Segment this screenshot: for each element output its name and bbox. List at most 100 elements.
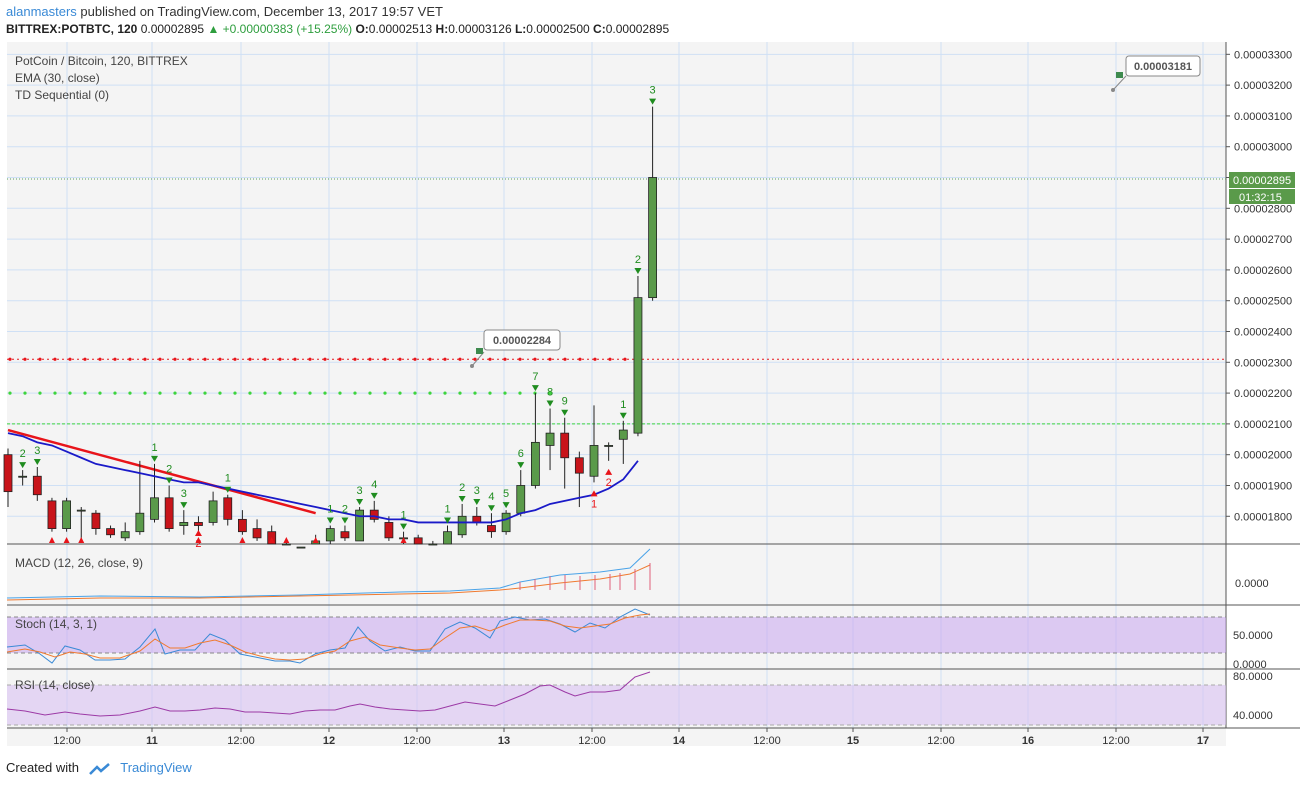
last-price-tag-label: 0.00002895	[1233, 175, 1291, 187]
time-axis[interactable]: 12:00 11 12:00 12 12:00 13 12:00 14 12:00 15 12:00…	[53, 728, 1209, 747]
candle-body	[648, 177, 657, 299]
td-setup-marker	[78, 537, 85, 543]
td-count-label: 2	[606, 477, 612, 489]
rsi-legend: RSI (14, close)	[15, 678, 94, 692]
tradingview-link[interactable]: TradingView	[120, 760, 192, 775]
pane-separators	[7, 42, 1300, 729]
rsi-band	[7, 685, 1226, 725]
candle-body	[618, 429, 628, 440]
level-dot	[488, 357, 492, 361]
level-dot	[548, 391, 552, 395]
td-setup-marker	[400, 537, 407, 543]
td-buy-arrow	[194, 530, 202, 536]
candle	[384, 516, 394, 541]
candle-body	[604, 445, 614, 447]
td-sell-arrow	[151, 455, 158, 462]
time-tick-label: 17	[1197, 735, 1209, 747]
td-count-label: 1	[225, 473, 231, 485]
candle	[296, 546, 306, 549]
candle-body	[223, 497, 233, 520]
level-dot	[428, 391, 432, 395]
macd-histogram	[519, 563, 651, 590]
close-label: C:	[593, 22, 606, 36]
flag-annotation-1[interactable]: 0.00002284	[470, 329, 561, 368]
level-dot	[143, 391, 147, 395]
symbol-bar: BITTREX:POTBTC, 120 0.00002895 ▲ +0.0000…	[6, 22, 669, 36]
flag-2-label: 0.00003181	[1134, 61, 1192, 73]
flag-annotation-2[interactable]: 0.00003181	[1111, 55, 1201, 92]
td-sell-arrow	[341, 517, 349, 524]
level-dot	[248, 357, 252, 361]
td-sell-arrow	[517, 462, 525, 469]
td-count-label: 1	[591, 498, 597, 510]
candle-body	[589, 445, 599, 477]
price-tick-label: 0.00002600	[1234, 265, 1292, 277]
candle	[76, 507, 86, 541]
trendline-segment	[7, 428, 316, 515]
td-count-label: 2	[459, 482, 465, 494]
td-count-label: 1	[151, 442, 157, 454]
td-setup-marker	[268, 537, 275, 543]
candle-body	[413, 537, 423, 545]
level-dot	[383, 357, 387, 361]
candle-body	[574, 457, 584, 474]
high-label: H:	[435, 22, 449, 36]
candle-body	[208, 500, 218, 523]
td-setup-marker	[48, 537, 55, 543]
td-sell-arrow	[400, 523, 408, 530]
level-dot	[368, 357, 372, 361]
level-dot	[293, 391, 297, 395]
level-dot	[188, 391, 192, 395]
candle	[120, 522, 130, 541]
level-dot	[473, 391, 477, 395]
level-dot	[323, 391, 327, 395]
price-change: ▲ +0.00000383 (+15.25%)	[207, 22, 353, 36]
candle-body	[501, 512, 511, 533]
level-dot	[113, 391, 117, 395]
candle	[618, 420, 628, 464]
price-axis[interactable]: 0.00003300 0.00003200 0.00003100 0.00003000…	[1226, 49, 1292, 523]
candle-body	[47, 500, 57, 530]
level-dot	[173, 391, 177, 395]
level-dot	[398, 357, 402, 361]
candle	[545, 408, 555, 471]
trendline[interactable]	[7, 428, 316, 515]
stoch-k-line	[6, 608, 651, 664]
td-count-label: 3	[34, 445, 40, 457]
price-tick-label: 0.00002100	[1234, 419, 1292, 431]
candle	[443, 525, 452, 545]
td-sell-arrow	[356, 499, 364, 506]
tradingview-logo-icon	[88, 762, 110, 775]
rsi-axis-tick: 40.0000	[1233, 710, 1273, 722]
candle-body	[91, 512, 101, 530]
time-tick-label: 12:00	[53, 735, 81, 747]
macd-axis-tick: 0.0000	[1235, 578, 1269, 590]
time-tick-label: 12	[323, 735, 335, 747]
candle	[32, 467, 42, 501]
td-sell-arrow	[19, 462, 27, 469]
stoch-legend: Stoch (14, 3, 1)	[15, 617, 97, 631]
close-value: 0.00002895	[605, 22, 670, 36]
last-price-tag-box	[1229, 172, 1295, 188]
level-dot	[563, 357, 567, 361]
candle	[633, 276, 643, 437]
level-dot	[23, 357, 27, 361]
td-sell-arrow	[444, 517, 451, 524]
td-sell-arrow	[487, 505, 495, 512]
level-dot	[38, 391, 42, 395]
level-dot	[503, 357, 507, 361]
candle	[3, 448, 13, 508]
td-setup-marker	[195, 537, 202, 543]
level-dot	[188, 357, 192, 361]
level-dot	[98, 357, 102, 361]
price-tick-label: 0.00002500	[1234, 296, 1292, 308]
level-dot	[308, 391, 312, 395]
candle	[106, 525, 115, 538]
publisher-link[interactable]: alanmasters	[6, 4, 77, 19]
candle	[487, 513, 496, 538]
time-tick-label: 14	[673, 735, 686, 747]
stoch-axis-tick: 0.0000	[1233, 659, 1267, 671]
td-setup-marker	[283, 537, 290, 543]
